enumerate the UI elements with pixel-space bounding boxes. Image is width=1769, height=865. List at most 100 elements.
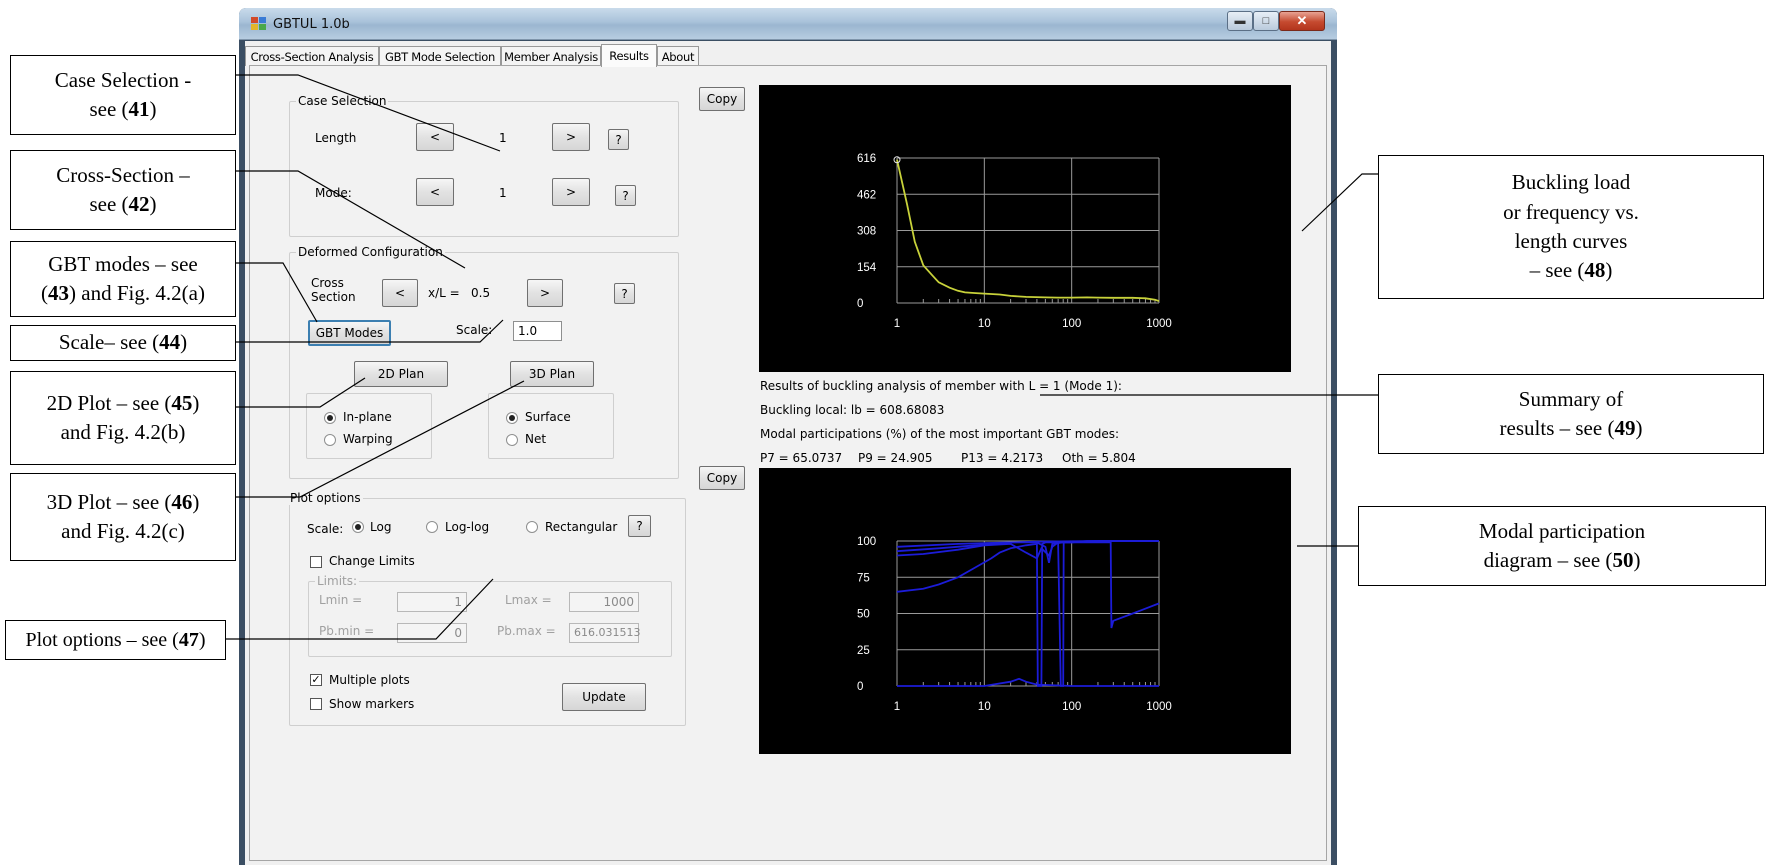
change-limits-checkbox[interactable] bbox=[310, 556, 322, 568]
inplane-radio[interactable] bbox=[324, 412, 336, 424]
pbmax-input[interactable]: 616.031513 bbox=[569, 623, 640, 643]
maximize-button[interactable]: □ bbox=[1253, 11, 1279, 31]
y-tick-label: 308 bbox=[857, 226, 876, 238]
net-radio[interactable] bbox=[506, 434, 518, 446]
x-tick-label: 1 bbox=[894, 701, 900, 713]
app-icon bbox=[251, 17, 267, 31]
length-next-button[interactable]: > bbox=[552, 123, 590, 151]
x-tick-label: 10 bbox=[978, 318, 991, 330]
close-button[interactable]: ✕ bbox=[1279, 11, 1325, 31]
plot-3d-options-box: Surface Net bbox=[488, 393, 614, 459]
callout-41-end: ) bbox=[149, 97, 157, 121]
plot-options-legend: Plot options bbox=[288, 491, 363, 505]
inplane-label: In-plane bbox=[343, 410, 392, 424]
callout-42-number: 42 bbox=[128, 192, 150, 216]
callout-41-text: Case Selection - see ( bbox=[54, 67, 192, 121]
cross-section-label: Cross Section bbox=[311, 276, 356, 304]
y-tick-label: 0 bbox=[857, 681, 863, 693]
plot-options-help-button[interactable]: ? bbox=[628, 515, 651, 537]
leader-47 bbox=[226, 578, 494, 640]
scale-loglog-radio[interactable] bbox=[426, 521, 438, 533]
plan-2d-button[interactable]: 2D Plan bbox=[354, 361, 448, 387]
tab-gbt-mode-selection[interactable]: GBT Mode Selection bbox=[379, 46, 501, 66]
callout-47-number: 47 bbox=[178, 629, 199, 651]
leader-45 bbox=[236, 377, 366, 408]
length-prev-button[interactable]: < bbox=[416, 123, 454, 151]
callout-43-end: ) and Fig. 4.2(a) bbox=[69, 281, 205, 305]
y-tick-label: 154 bbox=[857, 262, 877, 274]
xl-prev-button[interactable]: < bbox=[382, 279, 418, 307]
y-tick-label: 75 bbox=[857, 572, 870, 584]
warping-radio[interactable] bbox=[324, 434, 336, 446]
update-button[interactable]: Update bbox=[562, 683, 646, 711]
case-selection-legend: Case Selection bbox=[296, 94, 389, 108]
leader-42 bbox=[236, 170, 466, 269]
pbmax-label: Pb.max = bbox=[497, 624, 556, 638]
callout-plot-options: Plot options – see (47) bbox=[5, 620, 226, 660]
callout-gbt-modes: GBT modes – see (43) and Fig. 4.2(a) bbox=[10, 241, 236, 317]
callout-buckling-curves: Buckling load or frequency vs. length cu… bbox=[1378, 155, 1764, 299]
pbmin-input[interactable]: 0 bbox=[397, 623, 467, 643]
callout-44-text: Scale– see ( bbox=[58, 330, 160, 355]
results-tab-page: Case Selection Length < 1 > ? Mode: < 1 … bbox=[249, 65, 1327, 861]
multiple-plots-checkbox[interactable]: ✓ bbox=[310, 674, 322, 686]
length-help-button[interactable]: ? bbox=[608, 129, 629, 150]
callout-47-end: ) bbox=[198, 629, 206, 651]
callout-44-end: ) bbox=[180, 330, 188, 355]
y-tick-label: 50 bbox=[857, 609, 870, 621]
plot-2d-options-box: In-plane Warping bbox=[306, 393, 432, 459]
change-limits-label: Change Limits bbox=[329, 554, 415, 568]
tab-cross-section-analysis[interactable]: Cross-Section Analysis bbox=[245, 46, 379, 66]
length-label: Length bbox=[315, 131, 357, 145]
scale-log-radio[interactable] bbox=[352, 521, 364, 533]
mode-help-button[interactable]: ? bbox=[615, 185, 636, 206]
leader-44 bbox=[236, 319, 504, 343]
callout-49-text: Summary of results – see ( bbox=[1499, 386, 1624, 440]
tab-results[interactable]: Results bbox=[601, 44, 657, 67]
leader-43 bbox=[236, 262, 318, 323]
callout-41-number: 41 bbox=[128, 97, 150, 121]
copy-plot1-button[interactable]: Copy bbox=[699, 87, 745, 111]
modal-participation-chart: 100 75 50 25 0 1 10 100 1000 bbox=[857, 536, 1172, 713]
callout-43-text: GBT modes – see ( bbox=[41, 251, 198, 305]
minimize-button[interactable]: ▬ bbox=[1227, 11, 1253, 31]
deformed-help-button[interactable]: ? bbox=[614, 283, 635, 304]
series-line-1 bbox=[896, 541, 1160, 687]
maximize-icon: □ bbox=[1262, 15, 1270, 27]
tab-about[interactable]: About bbox=[657, 46, 699, 66]
scale-input[interactable]: 1.0 bbox=[513, 321, 562, 341]
show-markers-checkbox[interactable] bbox=[310, 698, 322, 710]
x-tick-label: 1 bbox=[894, 318, 900, 330]
callout-cross-section: Cross-Section – see (42) bbox=[10, 150, 236, 230]
y-tick-label: 0 bbox=[857, 298, 863, 310]
leader-41 bbox=[236, 74, 501, 152]
callout-case-selection: Case Selection - see (41) bbox=[10, 55, 236, 135]
callout-45-text: 2D Plot – see ( bbox=[46, 390, 172, 415]
app-window: GBTUL 1.0b ▬ □ ✕ Cross-Section Analysis … bbox=[239, 8, 1337, 865]
callout-46-end: ) and Fig. 4.2(c) bbox=[61, 489, 200, 543]
lmin-input[interactable]: 1 bbox=[397, 592, 467, 612]
mode-prev-button[interactable]: < bbox=[416, 178, 454, 206]
summary-line-2: Buckling local: lb = 608.68083 bbox=[760, 403, 945, 417]
callout-scale: Scale– see (44) bbox=[10, 325, 236, 361]
plan-3d-button[interactable]: 3D Plan bbox=[510, 361, 594, 387]
title-bar[interactable]: GBTUL 1.0b ▬ □ ✕ bbox=[239, 8, 1337, 40]
callout-2d-plot: 2D Plot – see (45) and Fig. 4.2(b) bbox=[10, 371, 236, 465]
start-marker bbox=[893, 156, 901, 164]
tab-member-analysis[interactable]: Member Analysis bbox=[501, 46, 601, 66]
lmax-input[interactable]: 1000 bbox=[569, 592, 639, 612]
xl-next-button[interactable]: > bbox=[527, 279, 563, 307]
summary-line-1: Results of buckling analysis of member w… bbox=[760, 379, 1122, 393]
surface-radio[interactable] bbox=[506, 412, 518, 424]
scale-rectangular-radio[interactable] bbox=[526, 521, 538, 533]
limits-legend: Limits: bbox=[315, 574, 360, 588]
multiple-plots-label: Multiple plots bbox=[329, 673, 410, 687]
show-markers-label: Show markers bbox=[329, 697, 415, 711]
copy-plot2-button[interactable]: Copy bbox=[699, 466, 745, 490]
callout-45-end: ) and Fig. 4.2(b) bbox=[60, 390, 200, 444]
mode-next-button[interactable]: > bbox=[552, 178, 590, 206]
callout-46-text: 3D Plot – see ( bbox=[46, 489, 172, 514]
x-tick-label: 100 bbox=[1062, 318, 1081, 330]
callout-42-end: ) bbox=[149, 192, 157, 216]
callout-48-number: 48 bbox=[1584, 258, 1606, 283]
